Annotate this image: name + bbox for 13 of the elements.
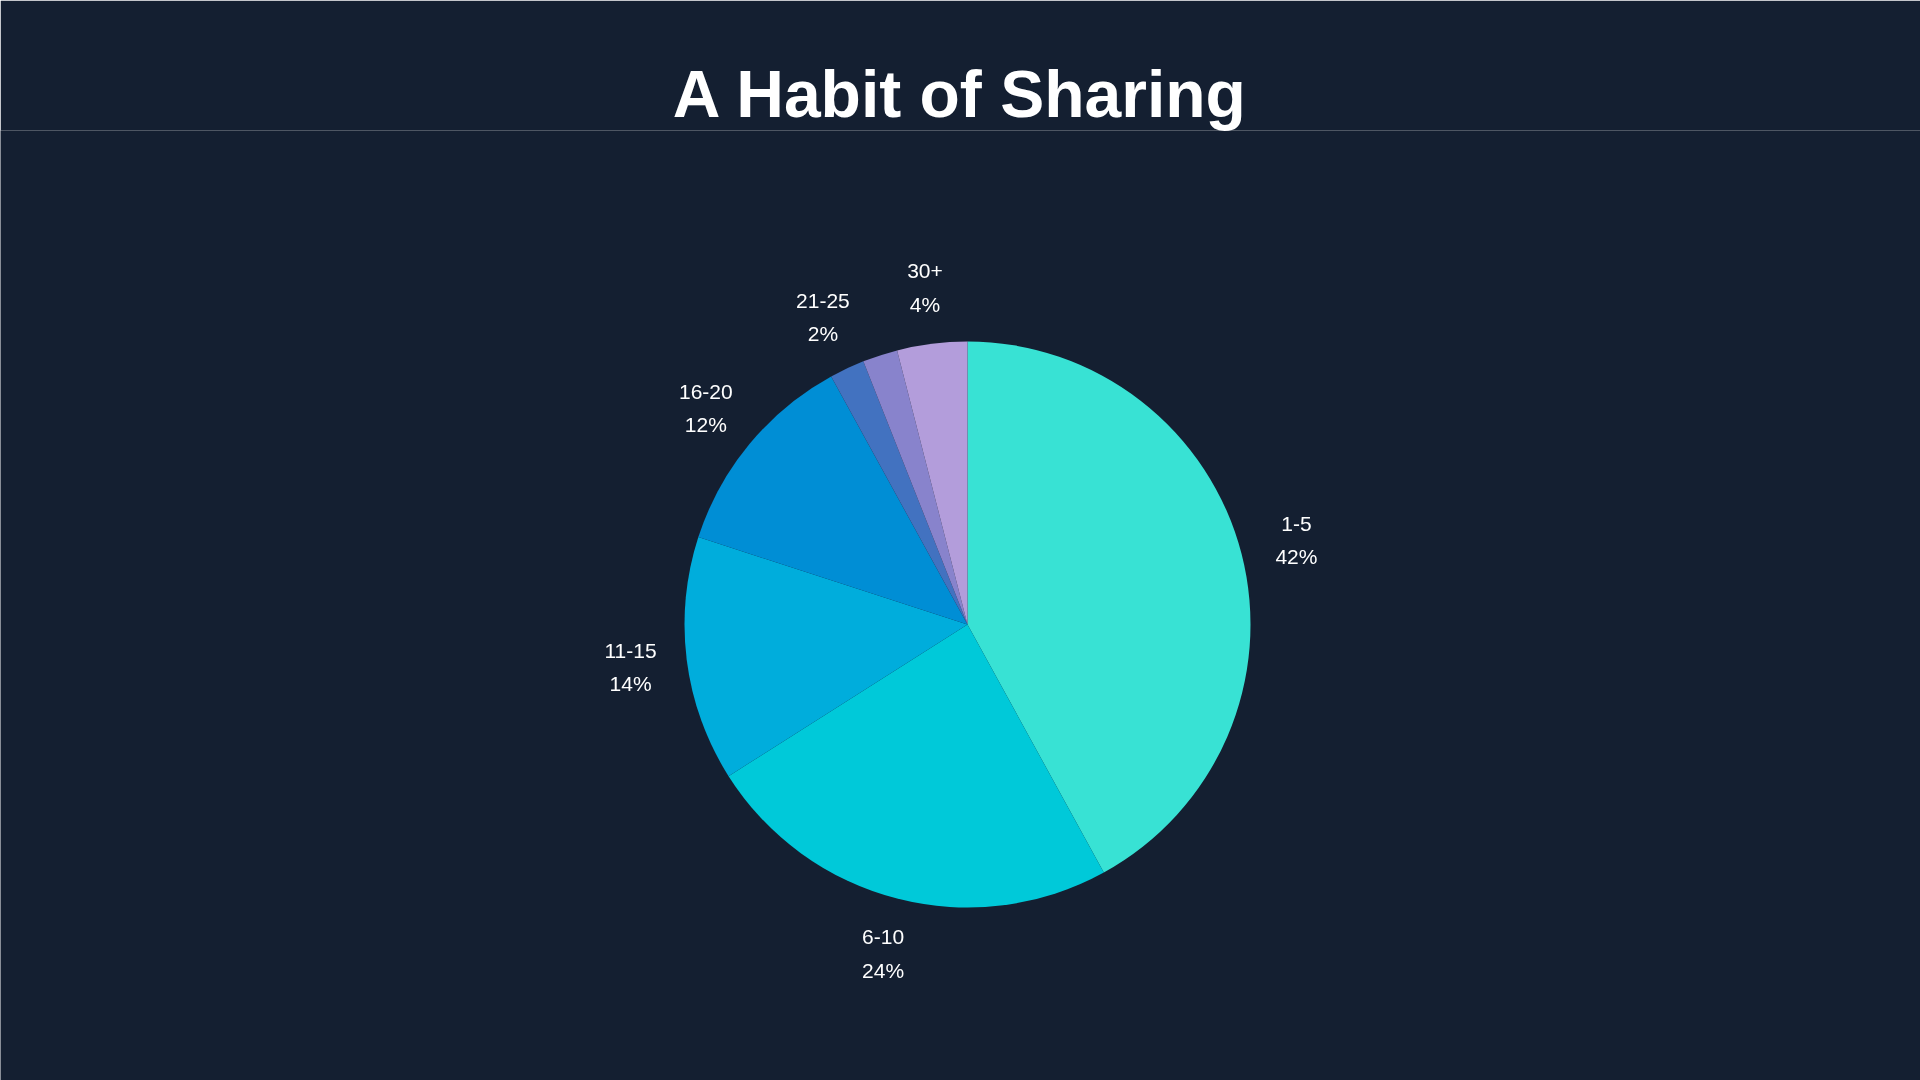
data-label: 24% bbox=[862, 958, 905, 982]
slice-label: 6-10 bbox=[862, 925, 905, 949]
slice-label: 1-5 bbox=[1281, 511, 1312, 535]
chart-title: A Habit of Sharing bbox=[672, 56, 1246, 131]
slice-label: 21-25 bbox=[796, 289, 850, 313]
data-label: 2% bbox=[807, 322, 839, 346]
data-label: 14% bbox=[609, 672, 652, 696]
data-label: 42% bbox=[1275, 545, 1318, 569]
slice-label: 16-20 bbox=[678, 379, 733, 403]
data-label: 12% bbox=[684, 413, 727, 437]
slice-label: 30+ bbox=[907, 259, 943, 283]
slice-label: 11-15 bbox=[604, 638, 657, 662]
data-label: 4% bbox=[909, 292, 941, 316]
